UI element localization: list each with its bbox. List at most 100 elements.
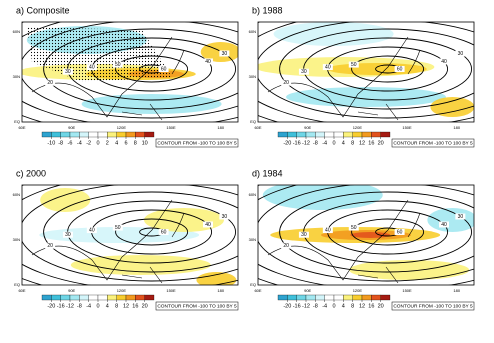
colorbar-box (69, 294, 80, 301)
contour (351, 55, 425, 83)
note-box (155, 301, 239, 311)
colorbar-box (41, 294, 52, 301)
colorbar-label: -16 (293, 303, 301, 309)
colorbar-box (116, 131, 127, 138)
contour-label: 40 (205, 59, 211, 65)
contour-label-bg (298, 68, 309, 75)
contour-label: 50 (351, 225, 357, 231)
contour-label: 30 (222, 214, 228, 220)
contour (43, 191, 238, 273)
contour-label-bg (322, 64, 333, 71)
contour-label: 60 (161, 229, 167, 235)
colorbar-box (60, 294, 71, 301)
contour-label: 60 (397, 66, 403, 72)
colorbar-label: -4 (86, 303, 91, 309)
shading (40, 188, 91, 212)
shading (430, 97, 474, 117)
colorbar-box (352, 294, 363, 301)
lat-label: EQ (14, 282, 20, 287)
shading (262, 185, 383, 210)
contour-label-bg (455, 213, 466, 220)
map-frame (21, 21, 239, 123)
note-box (391, 138, 475, 148)
lon-label: 90E (304, 288, 311, 293)
shading (196, 272, 237, 285)
colorbar-label: -8 (313, 140, 318, 146)
colorbar-box (116, 294, 127, 301)
panel-title: c) 2000 (16, 168, 46, 178)
colorbar-box (51, 131, 61, 138)
colorbar-box (343, 294, 353, 301)
colorbar-label: 8 (351, 303, 354, 309)
colorbar-box (315, 131, 325, 138)
colorbar-label: -16 (57, 303, 65, 309)
contour (22, 22, 238, 119)
colorbar-label: 4 (342, 303, 345, 309)
contour-label-bg (86, 227, 97, 234)
lat-label: 30N (249, 74, 256, 79)
colorbar-label: 20 (378, 140, 384, 146)
contour-label: 30 (458, 214, 464, 220)
lat-label: 60N (249, 192, 256, 197)
lon-label: 60E (18, 125, 25, 130)
contour-label: 60 (161, 66, 167, 72)
colorbar-label: -4 (77, 140, 82, 146)
colorbar-box (305, 131, 316, 138)
colorbar-label: 4 (106, 303, 109, 309)
contour (22, 185, 238, 282)
colorbar-box (371, 131, 381, 138)
colorbar-box (135, 131, 145, 138)
colorbar-box (333, 294, 344, 301)
colorbar-label: 20 (378, 303, 384, 309)
lon-label: 90E (68, 288, 75, 293)
lon-label: 90E (68, 125, 75, 130)
colorbar-label: -12 (302, 140, 310, 146)
colorbar-box (144, 131, 155, 138)
colorbar-box (287, 131, 297, 138)
contour-label: 30 (222, 51, 228, 57)
contour-label: 30 (65, 69, 71, 75)
lat-label: 30N (13, 237, 20, 242)
lon-label: 150E (402, 288, 412, 293)
colorbar-box (361, 131, 372, 138)
coastline (357, 266, 399, 284)
shading (326, 63, 427, 75)
contour-label-bg (158, 66, 169, 72)
colorbar-label: 6 (124, 140, 127, 146)
colorbar-label: 4 (115, 140, 118, 146)
contour (115, 218, 189, 246)
colorbar-label: -6 (68, 140, 73, 146)
colorbar-label: 20 (142, 303, 148, 309)
map (22, 185, 238, 285)
map (22, 22, 238, 122)
contour-label: 20 (47, 243, 53, 249)
colorbar-box (60, 131, 71, 138)
contour (258, 185, 474, 282)
colorbar-box (125, 131, 136, 138)
contour-label-bg (45, 242, 56, 249)
coastline (121, 266, 163, 284)
shading (70, 255, 211, 275)
colorbar-box (324, 294, 335, 301)
lat-label: EQ (14, 119, 20, 124)
colorbar-label: -12 (66, 303, 74, 309)
contour (279, 28, 474, 110)
shading (349, 260, 470, 280)
contour-label-bg (112, 61, 123, 68)
contour-label-bg (219, 213, 230, 220)
colorbar-label: 16 (132, 303, 138, 309)
contour-label: 50 (351, 62, 357, 68)
contour-label: 20 (283, 243, 289, 249)
colorbar-label: 12 (359, 140, 365, 146)
colorbar-box (343, 131, 353, 138)
colorbar-box (135, 294, 145, 301)
colorbar-label: 8 (115, 303, 118, 309)
contour-label-bg (298, 231, 309, 238)
contour-label-bg (348, 224, 359, 231)
colorbar-label: 8 (351, 140, 354, 146)
lon-label: 90E (304, 125, 311, 130)
contour-label-bg (394, 66, 405, 72)
map (258, 185, 474, 285)
lat-label: EQ (250, 282, 256, 287)
